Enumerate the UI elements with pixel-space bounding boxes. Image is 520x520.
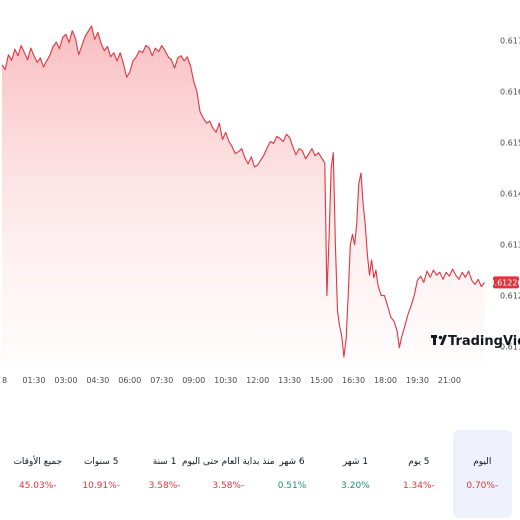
period-change-value: 3.20%	[341, 481, 370, 491]
y-axis: 0.61700 0.61600 0.61500 0.61400 0.61300 0.612…	[500, 36, 520, 351]
tradingview-logo-text: TradingView	[448, 334, 520, 349]
period-label: 6 شهر	[279, 457, 305, 467]
y-tick-label: 0.61100	[500, 343, 520, 352]
x-tick-label: 10:30	[214, 376, 237, 385]
y-tick-label: 0.61200	[500, 292, 520, 301]
y-tick-label: 0.61400	[500, 190, 520, 199]
period-change-value: 3.58%-	[148, 481, 181, 491]
period-label: 1 شهر	[342, 457, 369, 467]
x-tick-label: 01:30	[22, 376, 45, 385]
period-change-value: 10.91%-	[82, 481, 120, 491]
x-tick-label: 16:30	[342, 376, 365, 385]
price-chart-svg[interactable]: 0.61700 0.61600 0.61500 0.61400 0.61300 0.612…	[0, 0, 520, 400]
tradingview-logo-icon	[431, 335, 447, 345]
period-label: 1 سنة	[152, 457, 177, 467]
y-tick-label: 0.61600	[500, 87, 520, 96]
period-button[interactable]: 1 شهر 3.20%	[326, 430, 385, 518]
y-tick-label: 0.61500	[500, 139, 520, 148]
performance-periods: اليوم 0.70%- 5 يوم 1.34%- 1 شهر 3.20% 6 شهر 0.5…	[0, 430, 520, 518]
period-change-value: 1.34%-	[402, 481, 435, 491]
y-tick-label: 0.61300	[500, 241, 520, 250]
x-tick-label: 12:00	[246, 376, 269, 385]
price-area-fill	[2, 26, 485, 362]
period-button[interactable]: منذ بداية العام حتى اليوم 3.58%-	[182, 430, 275, 518]
period-button[interactable]: 6 شهر 0.51%	[262, 430, 321, 518]
x-tick-label: 07:30	[150, 376, 173, 385]
period-change-value: 0.51%	[277, 481, 307, 491]
period-change-value: 3.58%-	[212, 481, 245, 491]
x-axis: 8 01:30 03:00 04:30 06:00 07:30 09:00 10:30 12:0…	[2, 376, 461, 385]
period-button[interactable]: 1 سنة 3.58%-	[135, 430, 194, 518]
period-button[interactable]: اليوم 0.70%-	[452, 430, 512, 518]
period-label: 5 يوم	[408, 457, 430, 467]
period-change-value: 45.03%-	[18, 481, 57, 491]
x-tick-label: 18:00	[374, 376, 397, 385]
period-button[interactable]: 5 يوم 1.34%-	[389, 430, 448, 518]
period-label: جميع الأوقات	[13, 457, 63, 467]
x-tick-label: 8	[2, 376, 7, 385]
period-change-value: 0.70%-	[466, 481, 499, 491]
period-label: 5 سنوات	[83, 457, 119, 467]
x-tick-label: 09:00	[182, 376, 205, 385]
x-tick-label: 13:30	[278, 376, 301, 385]
period-label: اليوم	[473, 457, 492, 467]
x-tick-label: 15:00	[310, 376, 333, 385]
x-tick-label: 04:30	[86, 376, 109, 385]
period-button[interactable]: 5 سنوات 10.91%-	[71, 430, 130, 518]
x-tick-label: 21:00	[438, 376, 461, 385]
price-chart[interactable]: 0.61700 0.61600 0.61500 0.61400 0.61300 0.612…	[0, 0, 520, 400]
y-tick-label: 0.61700	[500, 36, 520, 45]
last-price-label: 0.61226	[489, 278, 520, 287]
tradingview-logo[interactable]: TradingView	[431, 334, 520, 349]
price-line	[1, 25, 485, 358]
x-tick-label: 03:00	[54, 376, 77, 385]
last-price-marker: 0.61226	[489, 276, 520, 289]
last-price-tag	[493, 276, 519, 289]
period-button[interactable]: جميع الأوقات 45.03%-	[8, 430, 67, 518]
x-tick-label: 06:00	[118, 376, 141, 385]
x-tick-label: 19:30	[406, 376, 429, 385]
period-label: منذ بداية العام حتى اليوم	[182, 457, 275, 467]
